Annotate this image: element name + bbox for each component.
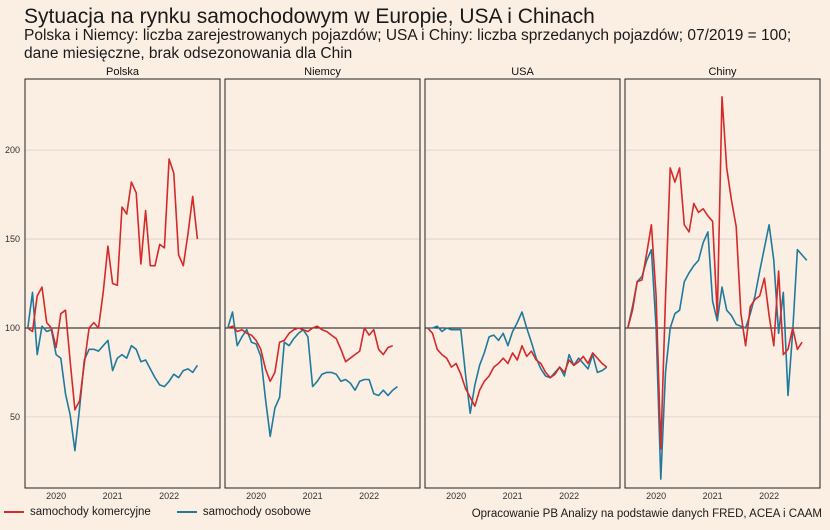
- series-line-polska-passenger: [27, 291, 199, 452]
- panel-title-niemcy: Niemcy: [304, 66, 341, 78]
- panel-frame-niemcy: [224, 78, 421, 489]
- panel-frame-polska: [24, 78, 221, 489]
- y-tick-label-200: 200: [5, 145, 20, 155]
- panel-title-polska: Polska: [106, 66, 140, 78]
- series-line-usa-passenger: [427, 311, 608, 415]
- panel-title-chiny: Chiny: [708, 66, 737, 78]
- small-multiples-chart: 50 100 150 200 Polska 2020 2021 2022 Niemcy 2020 2…: [5, 66, 821, 501]
- y-tick-label-50: 50: [10, 412, 20, 422]
- x-tick-label-niemcy-2020: 2020: [246, 491, 266, 501]
- legend-swatch-passenger: [176, 511, 197, 513]
- source-note: Opracowanie PB Analizy na podstawie dany…: [471, 508, 822, 520]
- series-line-usa-commercial: [427, 327, 608, 408]
- legend-item-passenger: samochody osobowe: [176, 506, 311, 518]
- series-line-niemcy-commercial: [227, 325, 393, 383]
- legend-label-commercial: samochody komercyjne: [30, 506, 151, 518]
- x-tick-label-niemcy-2021: 2021: [303, 491, 323, 501]
- y-tick-label-150: 150: [5, 234, 20, 244]
- x-tick-label-chiny-2021: 2021: [703, 491, 723, 501]
- x-tick-label-usa-2021: 2021: [503, 491, 523, 501]
- chart-title: Sytuacja na rynku samochodowym w Europie…: [24, 5, 595, 28]
- series-line-chiny-passenger: [627, 224, 808, 480]
- panel-frame-chiny: [624, 78, 821, 489]
- y-tick-label-100: 100: [5, 323, 20, 333]
- x-tick-label-usa-2020: 2020: [446, 491, 466, 501]
- x-tick-label-chiny-2020: 2020: [646, 491, 666, 501]
- x-tick-label-polska-2021: 2021: [103, 491, 123, 501]
- x-tick-label-usa-2022: 2022: [559, 491, 579, 501]
- series-line-niemcy-passenger: [227, 311, 398, 438]
- panel-title-usa: USA: [511, 66, 534, 78]
- x-tick-label-chiny-2022: 2022: [759, 491, 779, 501]
- legend-label-passenger: samochody osobowe: [202, 506, 311, 518]
- panel-frame-usa: [424, 78, 621, 489]
- x-tick-label-polska-2022: 2022: [159, 491, 179, 501]
- x-tick-label-niemcy-2022: 2022: [359, 491, 379, 501]
- legend-item-commercial: samochody komercyjne: [4, 506, 151, 518]
- series-line-chiny-commercial: [627, 96, 803, 450]
- series-line-polska-commercial: [27, 158, 199, 411]
- chart-legend: samochody komercyjne samochody osobowe: [4, 506, 337, 518]
- x-tick-label-polska-2020: 2020: [46, 491, 66, 501]
- chart-subtitle: Polska i Niemcy: liczba zarejestrowanych…: [24, 27, 792, 62]
- legend-swatch-commercial: [4, 511, 24, 513]
